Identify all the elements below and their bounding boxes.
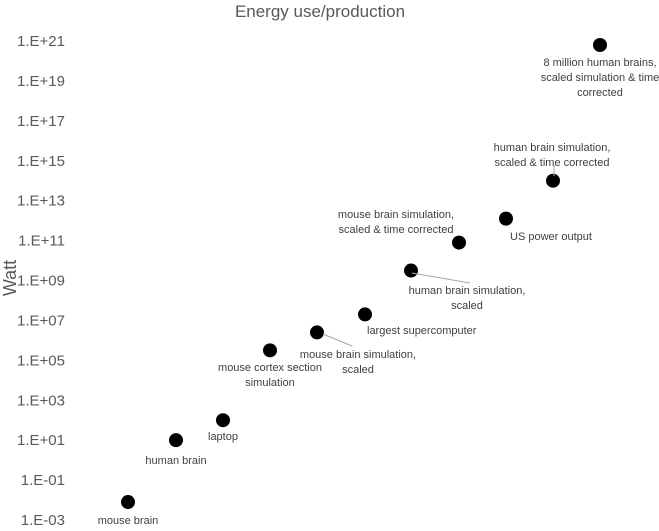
y-tick-label: 1.E+13 [17,193,65,210]
data-point-label: scaled simulation & time [541,72,659,84]
label-leader-line [322,333,353,347]
data-point-label: US power output [510,231,592,243]
data-point [452,235,466,250]
data-point-label: scaled & time corrected [495,157,610,169]
y-tick-label: 1.E+05 [17,352,65,369]
y-tick-label: 1.E-01 [21,472,65,489]
data-point-label: human brain [145,455,206,467]
data-point-label: scaled [451,300,483,312]
data-point [263,343,277,358]
y-tick-label: 1.E+09 [17,273,65,290]
data-point-label: 8 million human brains, [543,57,656,69]
data-point-label: scaled [342,364,374,376]
data-point-label: mouse cortex section [218,362,322,374]
data-point [310,325,324,340]
data-point-label: human brain simulation, [494,142,611,154]
data-point-label: simulation [245,377,295,389]
y-tick-label: 1.E+11 [18,233,65,250]
data-point [546,173,560,188]
y-tick-label: 1.E+17 [17,113,65,130]
data-point-label: mouse brain simulation, [300,349,416,361]
y-axis-label: Watt [0,260,20,296]
y-tick-label: 1.E+15 [17,153,65,170]
data-point [404,263,418,278]
y-tick-label: 1.E+07 [17,312,65,329]
data-point-label: largest supercomputer [367,325,477,337]
data-points [121,37,607,510]
y-tick-label: 1.E+03 [17,392,65,409]
y-tick-label: 1.E+19 [17,73,65,90]
data-point-label: human brain simulation, [409,285,526,297]
y-axis-ticks: 1.E+21 1.E+19 1.E+17 1.E+15 1.E+13 1.E+11 1.E+… [17,33,65,529]
data-point-label: laptop [208,431,238,443]
data-point [121,495,135,510]
data-point [499,211,513,226]
y-tick-label: 1.E-03 [21,512,65,529]
data-point-label: corrected [577,87,623,99]
y-tick-label: 1.E+01 [17,432,65,449]
chart-title: Energy use/production [235,2,405,21]
data-point-label: mouse brain [98,515,159,527]
data-point [358,307,372,322]
y-tick-label: 1.E+21 [17,33,65,50]
data-point [593,37,607,52]
data-point-label: scaled & time corrected [339,224,454,236]
data-point-label: mouse brain simulation, [338,209,454,221]
data-point [216,413,230,428]
data-point [169,433,183,448]
label-leader-line [411,272,471,284]
